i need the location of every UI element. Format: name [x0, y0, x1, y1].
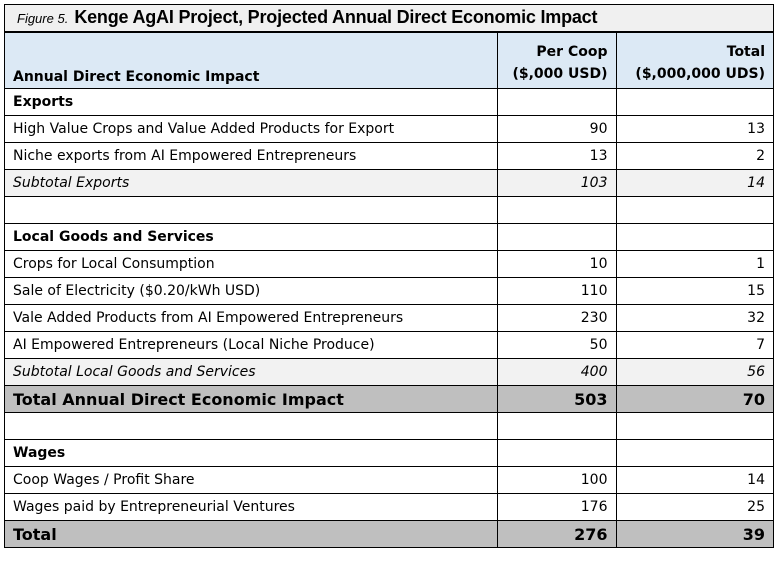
row-per-coop: 90	[496, 115, 617, 143]
row-per-coop: 400	[496, 358, 617, 386]
table-row-item: Vale Added Products from AI Empowered En…	[5, 304, 773, 332]
row-total: 15	[615, 277, 773, 305]
row-total: 14	[615, 466, 773, 494]
row-label: Subtotal Exports	[5, 169, 498, 197]
row-total: 32	[615, 304, 773, 332]
row-total: 39	[615, 520, 773, 548]
row-per-coop: 10	[496, 250, 617, 278]
table-row-item: High Value Crops and Value Added Product…	[5, 115, 773, 143]
table-row-item: Coop Wages / Profit Share 100 14	[5, 466, 773, 494]
row-total: 2	[615, 142, 773, 170]
header-per-coop: Per Coop ($,000 USD)	[496, 32, 617, 89]
row-total: 1	[615, 250, 773, 278]
row-per-coop	[496, 196, 617, 224]
row-label: Wages paid by Entrepreneurial Ventures	[5, 493, 498, 521]
row-total	[615, 412, 773, 440]
row-label: Total Annual Direct Economic Impact	[5, 385, 498, 413]
economic-impact-table: Annual Direct Economic Impact Per Coop ($…	[5, 32, 773, 548]
header-per-coop-title: Per Coop	[536, 44, 608, 60]
table-row-blank	[5, 196, 773, 224]
header-total: Total ($,000,000 UDS)	[615, 32, 773, 89]
row-total: 70	[615, 385, 773, 413]
table-row-item: Sale of Electricity ($0.20/kWh USD) 110 15	[5, 277, 773, 305]
table-row-section: Wages	[5, 439, 773, 467]
table-row-total: Total Annual Direct Economic Impact 503 70	[5, 385, 773, 413]
table-row-section: Exports	[5, 88, 773, 116]
row-label: Vale Added Products from AI Empowered En…	[5, 304, 498, 332]
row-label: Total	[5, 520, 498, 548]
table-row-item: Niche exports from AI Empowered Entrepre…	[5, 142, 773, 170]
row-per-coop: 176	[496, 493, 617, 521]
figure-title: Kenge AgAI Project, Projected Annual Dir…	[74, 7, 598, 27]
row-label: AI Empowered Entrepreneurs (Local Niche …	[5, 331, 498, 359]
row-label: Subtotal Local Goods and Services	[5, 358, 498, 386]
economic-impact-table-figure: Figure 5. Kenge AgAI Project, Projected …	[4, 4, 774, 548]
row-label: Sale of Electricity ($0.20/kWh USD)	[5, 277, 498, 305]
row-label: Wages	[5, 439, 498, 467]
row-label: High Value Crops and Value Added Product…	[5, 115, 498, 143]
table-row-item: Wages paid by Entrepreneurial Ventures 17…	[5, 493, 773, 521]
row-label	[5, 196, 498, 224]
figure-title-bar: Figure 5. Kenge AgAI Project, Projected …	[5, 5, 773, 32]
row-label	[5, 412, 498, 440]
row-total: 13	[615, 115, 773, 143]
row-label: Coop Wages / Profit Share	[5, 466, 498, 494]
row-per-coop: 276	[496, 520, 617, 548]
row-per-coop	[496, 412, 617, 440]
header-total-title: Total	[726, 44, 765, 60]
table-header-row: Annual Direct Economic Impact Per Coop ($…	[5, 32, 773, 89]
row-per-coop: 110	[496, 277, 617, 305]
row-total	[615, 439, 773, 467]
row-total	[615, 223, 773, 251]
row-per-coop	[496, 223, 617, 251]
row-per-coop: 503	[496, 385, 617, 413]
header-per-coop-unit: ($,000 USD)	[512, 66, 608, 82]
figure-label: Figure 5.	[17, 11, 69, 26]
header-total-unit: ($,000,000 UDS)	[635, 66, 765, 82]
row-label: Crops for Local Consumption	[5, 250, 498, 278]
row-per-coop	[496, 439, 617, 467]
row-per-coop: 103	[496, 169, 617, 197]
row-total: 14	[615, 169, 773, 197]
row-label: Local Goods and Services	[5, 223, 498, 251]
table-row-section: Local Goods and Services	[5, 223, 773, 251]
table-row-total: Total 276 39	[5, 520, 773, 548]
table-row-item: Crops for Local Consumption 10 1	[5, 250, 773, 278]
row-total	[615, 88, 773, 116]
row-total: 56	[615, 358, 773, 386]
row-per-coop: 230	[496, 304, 617, 332]
header-category: Annual Direct Economic Impact	[5, 32, 498, 89]
row-per-coop: 13	[496, 142, 617, 170]
row-per-coop: 50	[496, 331, 617, 359]
row-total	[615, 196, 773, 224]
row-per-coop	[496, 88, 617, 116]
row-total: 7	[615, 331, 773, 359]
table-row-item: AI Empowered Entrepreneurs (Local Niche …	[5, 331, 773, 359]
table-row-subtotal: Subtotal Local Goods and Services 400 56	[5, 358, 773, 386]
row-total: 25	[615, 493, 773, 521]
row-label: Niche exports from AI Empowered Entrepre…	[5, 142, 498, 170]
row-per-coop: 100	[496, 466, 617, 494]
table-row-subtotal: Subtotal Exports 103 14	[5, 169, 773, 197]
row-label: Exports	[5, 88, 498, 116]
table-row-blank	[5, 412, 773, 440]
